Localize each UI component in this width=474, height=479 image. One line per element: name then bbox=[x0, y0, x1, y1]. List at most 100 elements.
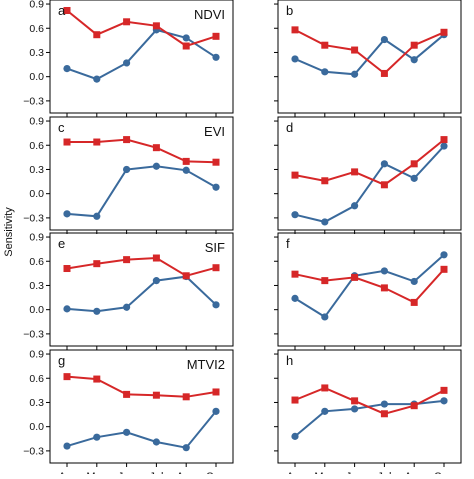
data-point-square bbox=[410, 41, 418, 49]
data-point-circle bbox=[410, 56, 418, 64]
panel-letter: e bbox=[58, 236, 65, 251]
series-line bbox=[294, 399, 445, 438]
data-point-square bbox=[440, 386, 448, 394]
panel-letter: d bbox=[286, 120, 293, 135]
data-point-circle bbox=[123, 59, 131, 67]
series-line bbox=[66, 275, 217, 313]
data-point-square bbox=[152, 254, 160, 262]
data-point-square bbox=[212, 388, 220, 396]
data-point-circle bbox=[123, 165, 131, 174]
panel-letter: f bbox=[286, 236, 290, 251]
series-line bbox=[66, 165, 217, 218]
data-point-square bbox=[380, 181, 388, 189]
data-point-circle bbox=[93, 212, 101, 220]
data-point-circle bbox=[123, 428, 131, 436]
y-tick-label: 0.6 bbox=[29, 140, 44, 152]
data-point-circle bbox=[321, 218, 329, 226]
data-point-circle bbox=[380, 267, 388, 275]
data-point-square bbox=[93, 375, 101, 383]
data-point-circle bbox=[351, 405, 359, 413]
data-point-square bbox=[410, 402, 418, 410]
data-point-square bbox=[152, 144, 160, 152]
data-point-square bbox=[182, 157, 190, 165]
data-point-circle bbox=[321, 313, 329, 321]
data-point-square bbox=[123, 390, 131, 398]
y-tick-label: 0.0 bbox=[29, 71, 44, 83]
data-point-square bbox=[440, 136, 448, 144]
y-tick-label: 0.9 bbox=[29, 232, 44, 244]
data-point-square bbox=[63, 373, 71, 381]
data-point-square bbox=[410, 160, 418, 168]
y-tick-label: −0.3 bbox=[23, 445, 44, 457]
data-point-circle bbox=[182, 444, 190, 452]
data-point-circle bbox=[93, 75, 101, 83]
series-line bbox=[67, 138, 217, 164]
data-point-circle bbox=[291, 432, 299, 440]
data-point-circle bbox=[410, 174, 418, 182]
data-point-square bbox=[123, 256, 131, 264]
data-point-circle bbox=[152, 162, 160, 170]
series-line bbox=[66, 375, 217, 398]
data-point-square bbox=[212, 32, 220, 40]
data-point-square bbox=[380, 284, 388, 292]
y-tick-label: 0.9 bbox=[29, 116, 44, 128]
panel-letter: b bbox=[286, 3, 293, 18]
y-tick-label: 0.3 bbox=[29, 164, 44, 176]
series-line bbox=[294, 254, 445, 319]
data-point-square bbox=[291, 26, 299, 34]
data-point-circle bbox=[63, 210, 71, 218]
data-point-square bbox=[63, 6, 71, 14]
panel-frame bbox=[49, 349, 234, 464]
series-line bbox=[294, 268, 445, 304]
data-point-circle bbox=[182, 34, 190, 42]
series-line bbox=[66, 410, 217, 449]
data-point-square bbox=[182, 42, 190, 50]
y-tick-label: 0.3 bbox=[29, 280, 44, 292]
y-tick-label: 0.0 bbox=[29, 188, 44, 200]
data-point-square bbox=[351, 168, 359, 176]
y-tick-label: 0.9 bbox=[29, 349, 44, 361]
data-point-square bbox=[291, 270, 299, 278]
y-tick-label: 0.0 bbox=[29, 421, 44, 433]
data-point-circle bbox=[440, 397, 448, 405]
data-point-circle bbox=[291, 55, 299, 63]
index-label: MTVI2 bbox=[187, 357, 225, 372]
data-point-square bbox=[410, 298, 418, 306]
series-line bbox=[66, 256, 217, 277]
data-point-square bbox=[63, 138, 71, 146]
data-point-square bbox=[351, 397, 359, 405]
panel-frame bbox=[277, 232, 462, 347]
panel-d: d bbox=[274, 116, 462, 234]
data-point-circle bbox=[321, 407, 329, 415]
y-tick-label: −0.3 bbox=[23, 212, 44, 224]
data-point-square bbox=[291, 396, 299, 404]
y-tick-label: 0.6 bbox=[29, 23, 44, 35]
panel-frame bbox=[277, 349, 462, 464]
y-tick-label: −0.3 bbox=[23, 328, 44, 340]
data-point-square bbox=[351, 273, 359, 281]
panel-frame bbox=[49, 0, 234, 114]
panel-f: f bbox=[274, 232, 462, 350]
data-point-square bbox=[380, 410, 388, 418]
data-point-square bbox=[380, 69, 388, 77]
data-point-circle bbox=[291, 294, 299, 302]
data-point-circle bbox=[212, 301, 220, 309]
data-point-circle bbox=[440, 142, 448, 150]
panel-g: −0.30.00.30.60.9AprMayJunJulAugSepgMTVI2 bbox=[23, 349, 234, 479]
data-point-square bbox=[182, 393, 190, 401]
data-point-square bbox=[152, 391, 160, 399]
panel-frame bbox=[49, 116, 234, 231]
data-point-square bbox=[321, 384, 329, 392]
y-tick-label: 0.3 bbox=[29, 397, 44, 409]
panel-frame bbox=[277, 0, 462, 114]
panel-letter: h bbox=[286, 353, 293, 368]
data-point-square bbox=[93, 260, 101, 268]
y-tick-label: 0.6 bbox=[29, 373, 44, 385]
panel-e: −0.3 0.0 0.3 0.6 0.9 e SIF bbox=[23, 232, 234, 350]
y-tick-label: 0.9 bbox=[29, 0, 44, 11]
panel-letter: c bbox=[58, 120, 65, 135]
data-point-circle bbox=[152, 438, 160, 446]
panel-a: −0.3 0.0 0.3 0.6 0.9 a NDVI bbox=[23, 0, 234, 117]
data-point-circle bbox=[440, 251, 448, 259]
